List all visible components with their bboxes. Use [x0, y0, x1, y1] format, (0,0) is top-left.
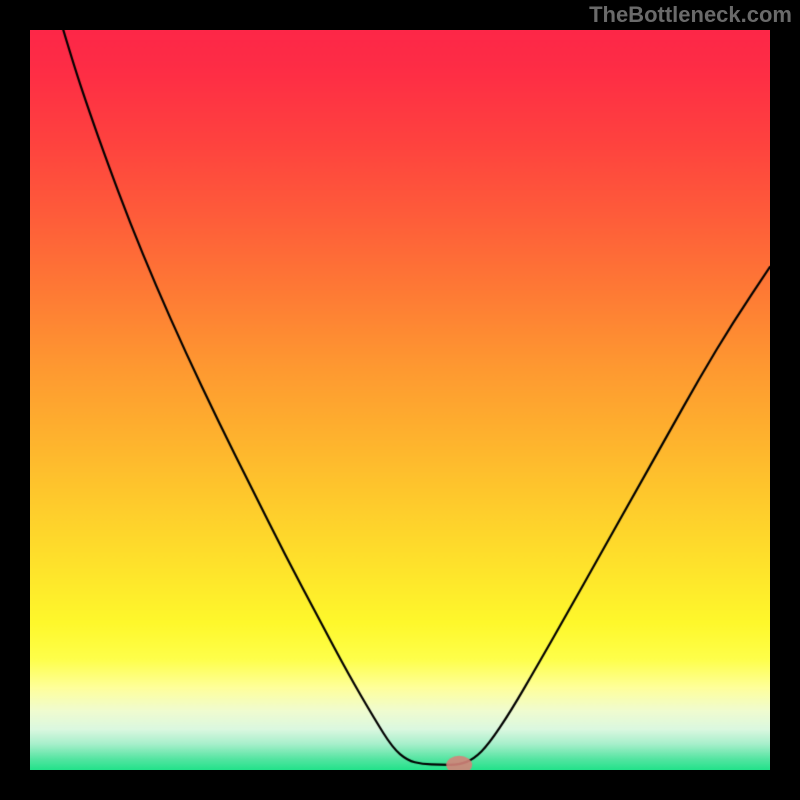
bottleneck-chart [30, 30, 770, 770]
attribution-text: TheBottleneck.com [589, 2, 792, 28]
chart-plot-area [30, 30, 770, 770]
